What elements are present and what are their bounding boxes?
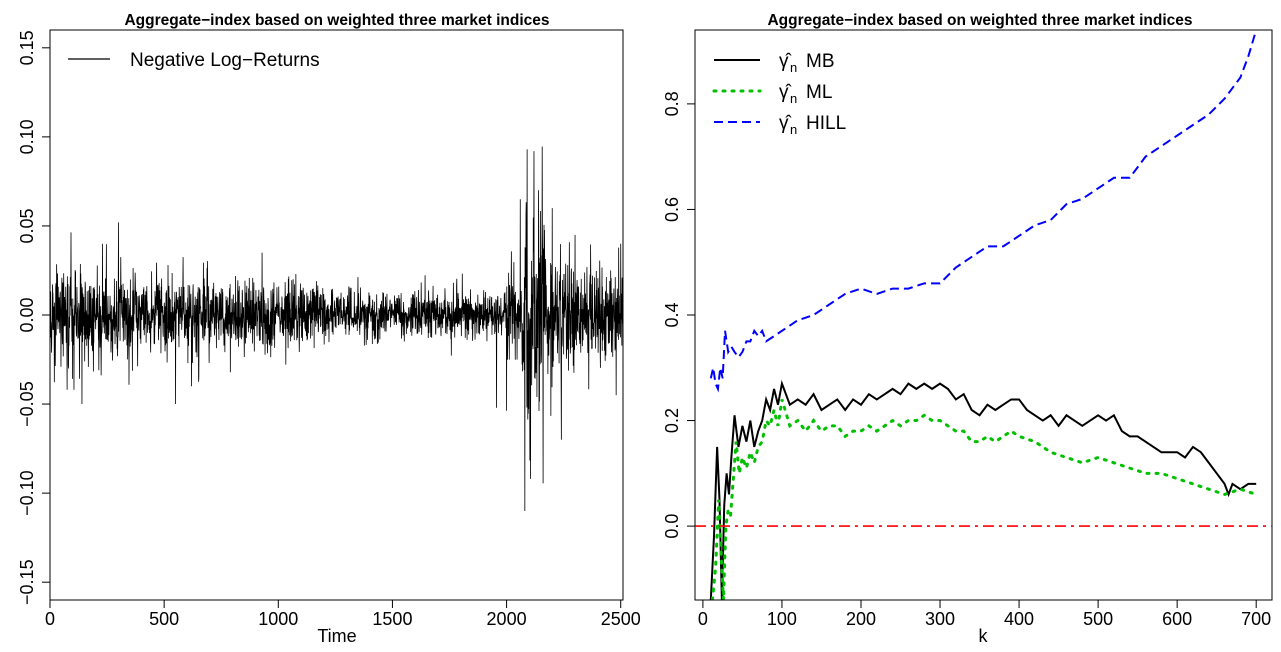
y-tick-label: 0.2 xyxy=(662,408,682,433)
y-tick-label: 0.0 xyxy=(662,514,682,539)
x-tick-label: 1500 xyxy=(372,609,412,629)
legend-subscript: n xyxy=(790,122,797,137)
right-x-axis: 0 100 200 300 400 500 600 700 xyxy=(698,599,1271,629)
left-legend: Negative Log−Returns xyxy=(68,50,320,71)
x-tick-label: 500 xyxy=(149,609,179,629)
left-x-axis: 0 500 1000 1500 2000 2500 xyxy=(45,599,641,629)
y-tick-label: 0.8 xyxy=(662,91,682,116)
left-series-layer xyxy=(50,146,623,511)
x-tick-label: 700 xyxy=(1241,609,1271,629)
x-tick-label: 500 xyxy=(1083,609,1113,629)
legend-label-ml: ML xyxy=(806,82,832,103)
legend-label-mb: MB xyxy=(806,51,835,72)
x-tick-label: 2000 xyxy=(487,609,527,629)
legend-subscript: n xyxy=(790,91,797,106)
right-legend: γ̂ n MBγ̂ n MLγ̂ n HILL xyxy=(712,51,846,137)
x-tick-label: 200 xyxy=(846,609,876,629)
x-tick-label: 400 xyxy=(1004,609,1034,629)
x-tick-label: 600 xyxy=(1162,609,1192,629)
y-tick-label: 0.6 xyxy=(662,197,682,222)
right-y-axis: 0.0 0.2 0.4 0.6 0.8 xyxy=(662,91,696,539)
left-x-axis-label: Time xyxy=(317,626,356,646)
series-mb xyxy=(709,379,1257,600)
y-tick-label: 0.05 xyxy=(17,208,37,243)
x-tick-label: 2500 xyxy=(601,609,641,629)
left-legend-label: Negative Log−Returns xyxy=(130,50,320,71)
y-tick-label: 0.10 xyxy=(17,119,37,154)
series-ml xyxy=(710,399,1258,600)
right-chart: Aggregate−index based on weighted three … xyxy=(662,12,1273,646)
x-tick-label: 100 xyxy=(767,609,797,629)
y-tick-label: 0.4 xyxy=(662,302,682,327)
series-negative-log-returns xyxy=(50,146,623,511)
left-chart-title: Aggregate−index based on weighted three … xyxy=(124,12,549,29)
y-tick-label: −0.15 xyxy=(17,559,37,605)
y-tick-label: 0.15 xyxy=(17,30,37,65)
x-tick-label: 0 xyxy=(698,609,708,629)
y-tick-label: −0.05 xyxy=(17,381,37,427)
right-series-layer xyxy=(695,30,1272,600)
legend-subscript: n xyxy=(790,60,797,75)
x-tick-label: 0 xyxy=(45,609,55,629)
x-tick-label: 300 xyxy=(925,609,955,629)
legend-label-hill: HILL xyxy=(806,113,846,134)
x-tick-label: 1000 xyxy=(258,609,298,629)
y-tick-label: 0.00 xyxy=(17,297,37,332)
right-chart-title: Aggregate−index based on weighted three … xyxy=(767,12,1192,29)
left-y-axis: −0.15 −0.10 −0.05 0.00 0.05 0.10 0.15 xyxy=(17,30,51,605)
y-tick-label: −0.10 xyxy=(17,470,37,516)
series-hill xyxy=(709,30,1258,393)
left-chart: Aggregate−index based on weighted three … xyxy=(17,12,641,646)
right-x-axis-label: k xyxy=(979,626,989,646)
